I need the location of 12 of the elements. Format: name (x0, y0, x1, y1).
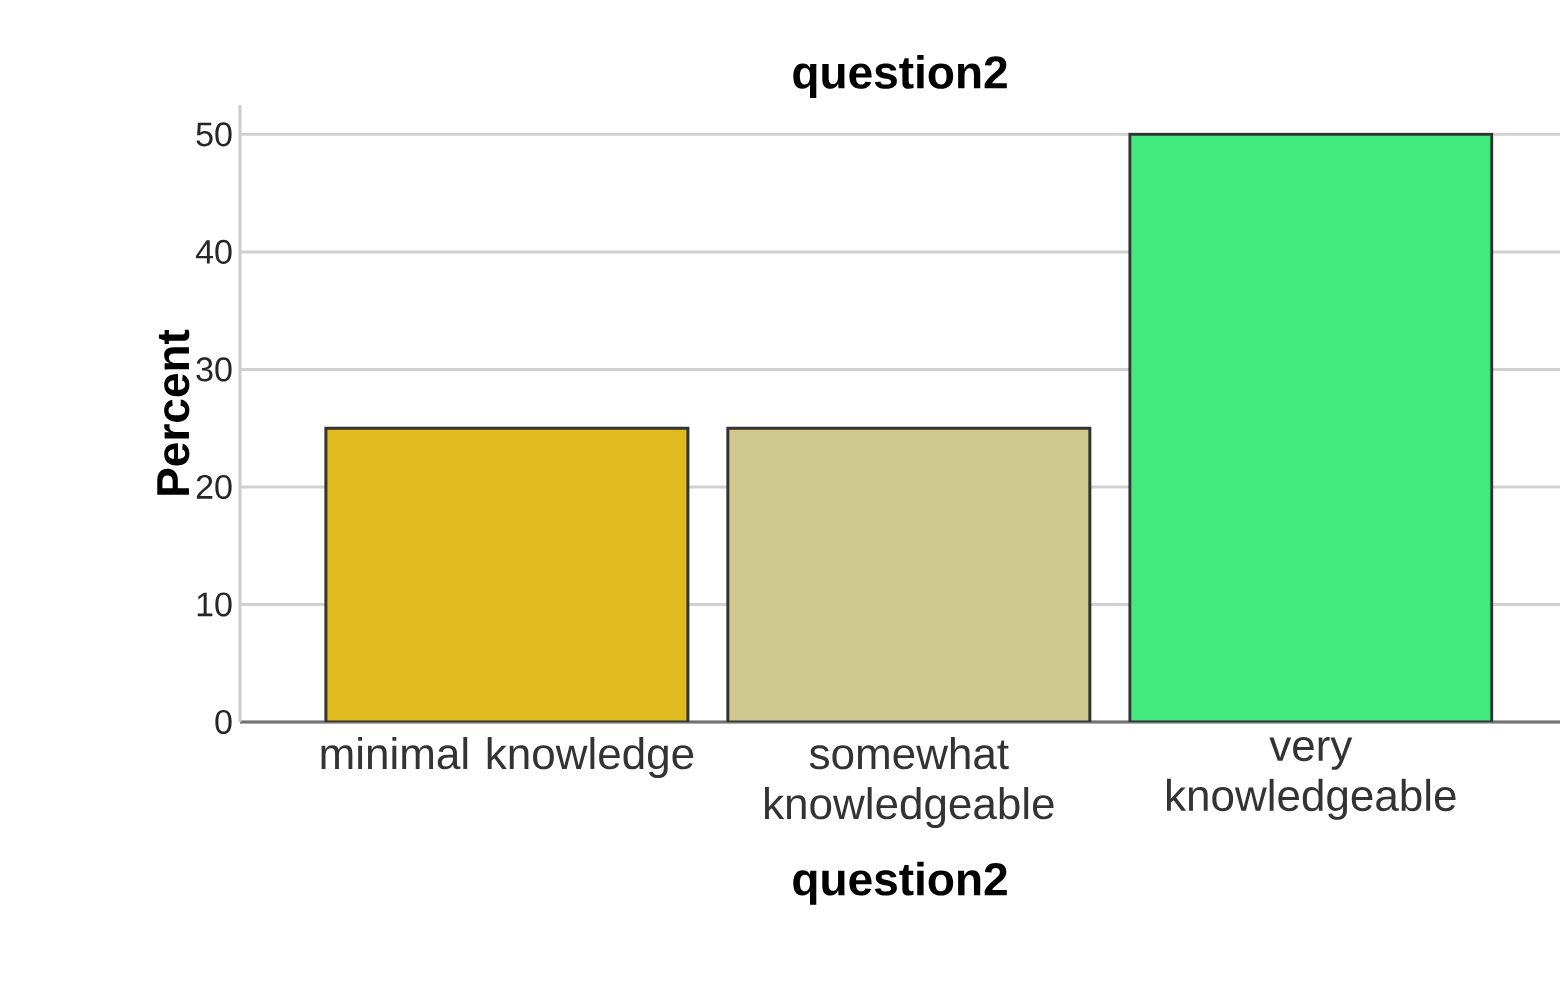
y-tick-label: 30 (196, 357, 232, 382)
y-axis-title: Percent (157, 329, 190, 495)
x-tick-label: minimal knowledge (321, 737, 694, 779)
x-axis-title: question2 (793, 861, 1007, 905)
x-tick-label: very knowledgeable (1167, 737, 1456, 820)
y-tick-label: 10 (197, 592, 232, 617)
y-tick-label: 50 (196, 122, 232, 147)
y-tick-label: 0 (215, 709, 232, 735)
y-tick-label: 40 (195, 239, 232, 264)
y-tick-label: 20 (196, 474, 232, 499)
x-tick-label: somewhat knowledgeable (765, 737, 1054, 829)
chart-title: question2 (793, 55, 1007, 98)
